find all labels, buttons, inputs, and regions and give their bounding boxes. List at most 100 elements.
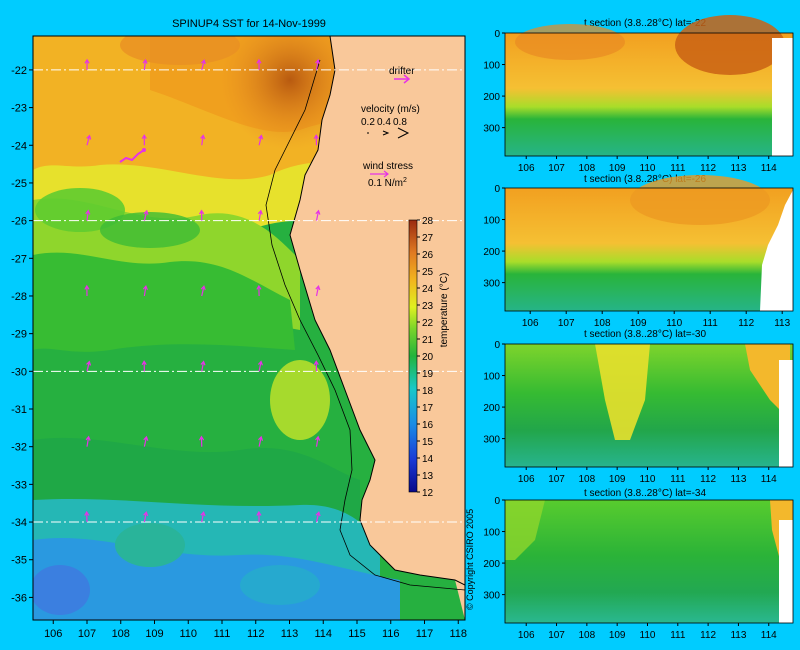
sst-map: SPINUP4 SST for 14-Nov-1999 (11, 18, 475, 640)
velocity-arrow (142, 284, 148, 297)
map-x-tick-label: 109 (145, 628, 163, 640)
velocity-arrow (315, 58, 321, 71)
section-x-tick-label: 109 (609, 474, 626, 485)
colorbar-tick-label: 27 (422, 233, 434, 244)
velocity-arrow (257, 209, 263, 221)
map-x-tick-label: 108 (112, 628, 130, 640)
map-y-tick-label: -33 (11, 479, 27, 491)
section-x-tick-label: 114 (761, 630, 777, 641)
colorbar-tick-label: 26 (422, 250, 434, 261)
map-y-tick-label: -26 (11, 216, 27, 228)
section-x-tick-label: 108 (579, 474, 596, 485)
section-x-tick-label: 113 (730, 163, 746, 174)
colorbar (408, 219, 418, 493)
velocity-arrow (143, 435, 149, 447)
section-title-2: t section (3.8..28°C) lat=-26 (584, 174, 707, 185)
section-y-tick-label: 100 (483, 216, 500, 227)
section-x-tick-label: 112 (738, 318, 754, 329)
wind-stress-label: wind stress (362, 161, 413, 172)
drifter-legend-arrow (394, 74, 411, 84)
velocity-arrow (86, 134, 92, 146)
section-y-tick-label: 300 (483, 591, 500, 602)
section-3-seafloor (779, 360, 793, 467)
section-x-tick-label: 106 (522, 318, 539, 329)
velocity-arrow (141, 360, 147, 372)
copyright: © Copyright CSIRO 2005 (465, 509, 475, 610)
section-y-tick-label: 200 (483, 247, 500, 258)
map-x-tick-label: 114 (314, 628, 332, 640)
velocity-arrow (258, 134, 264, 146)
section-y-tick-label: 100 (483, 372, 500, 383)
map-x-tick-label: 112 (247, 628, 265, 640)
section-x-tick-label: 111 (670, 630, 686, 641)
colorbar-tick-label: 19 (422, 369, 434, 380)
velocity-arrow (200, 134, 206, 146)
section-lines (33, 69, 465, 523)
colorbar-tick-label: 23 (422, 301, 434, 312)
drifter-position (142, 148, 146, 152)
velocity-arrow (141, 134, 147, 146)
section-x-tick-label: 108 (579, 163, 596, 174)
section-y-tick-label: 0 (494, 29, 500, 40)
section-x-tick-label: 108 (579, 630, 596, 641)
colorbar-tick-label: 21 (422, 335, 434, 346)
velocity-arrow (257, 360, 263, 372)
map-x-tick-label: 107 (78, 628, 96, 640)
map-x-tick-label: 113 (281, 628, 299, 640)
velocity-arrow (313, 134, 319, 146)
section-axes: 106 107 108 109 110 111 112 113 114 0 100 200 300 106… (483, 29, 790, 641)
section-2-seafloor (760, 190, 793, 311)
section-x-tick-label: 110 (666, 318, 682, 329)
colorbar-tick-label: 28 (422, 216, 434, 227)
section-x-tick-label: 112 (700, 630, 716, 641)
velocity-label: velocity (m/s) (361, 104, 420, 115)
section-x-tick-label: 112 (700, 474, 716, 485)
velocity-value-2: 0.4 (377, 117, 391, 128)
section-x-tick-label: 109 (609, 163, 626, 174)
velocity-arrow (200, 360, 206, 372)
map-y-tick-label: -28 (11, 291, 27, 303)
section-x-tick-label: 114 (761, 474, 777, 485)
section-x-tick-label: 113 (730, 474, 746, 485)
section-y-tick-label: 0 (494, 184, 500, 195)
section-y-tick-label: 0 (494, 496, 500, 507)
velocity-arrow (198, 435, 205, 447)
section-1-warm-core (675, 15, 785, 75)
map-x-tick-label: 111 (214, 628, 231, 640)
section-y-tick-label: 200 (483, 92, 500, 103)
section-y-tick-label: 300 (483, 124, 500, 135)
section-x-tick-label: 107 (558, 318, 575, 329)
section-panel-1: t section (3.8..28°C) lat=-22 (504, 15, 794, 157)
map-x-tick-label: 110 (179, 628, 197, 640)
colorbar-tick-label: 24 (422, 284, 434, 295)
velocity-arrow (315, 285, 321, 297)
section-y-tick-label: 300 (483, 279, 500, 290)
section-x-tick-label: 113 (730, 630, 746, 641)
section-x-tick-label: 107 (548, 163, 565, 174)
colorbar-tick-label: 17 (422, 403, 434, 414)
map-x-tick-label: 118 (449, 628, 467, 640)
section-x-tick-label: 108 (594, 318, 611, 329)
section-4-seafloor (779, 520, 793, 623)
section-title-4: t section (3.8..28°C) lat=-34 (584, 488, 707, 499)
drifter-label: drifter (389, 66, 415, 77)
map-y-tick-label: -25 (11, 178, 27, 190)
sst-field (33, 36, 465, 620)
velocity-arrow (200, 285, 206, 297)
map-y-tick-label: -32 (11, 442, 27, 454)
colorbar-tick-label: 16 (422, 420, 434, 431)
section-panel-3: t section (3.8..28°C) lat=-30 (504, 329, 794, 468)
map-title: SPINUP4 SST for 14-Nov-1999 (172, 18, 326, 30)
section-y-tick-label: 100 (483, 528, 500, 539)
velocity-arrow (315, 209, 321, 221)
velocity-arrow (315, 435, 321, 447)
map-y-tick-label: -27 (11, 253, 27, 265)
section-panel-2: t section (3.8..28°C) lat=-26 (504, 174, 794, 312)
velocity-arrow (258, 435, 264, 447)
map-y-ticks: -22 -23 -24 -25 -26 -27 -28 -29 -30 -31 -32 -33 -34 -… (11, 65, 33, 604)
section-y-tick-label: 200 (483, 403, 500, 414)
velocity-arrow (200, 59, 206, 71)
wind-stress-value: 0.1 N/m2 (368, 177, 407, 189)
map-x-ticks: 106 107 108 109 110 111 112 113 114 115 116 117 118 (44, 620, 467, 640)
section-x-tick-label: 114 (761, 163, 777, 174)
